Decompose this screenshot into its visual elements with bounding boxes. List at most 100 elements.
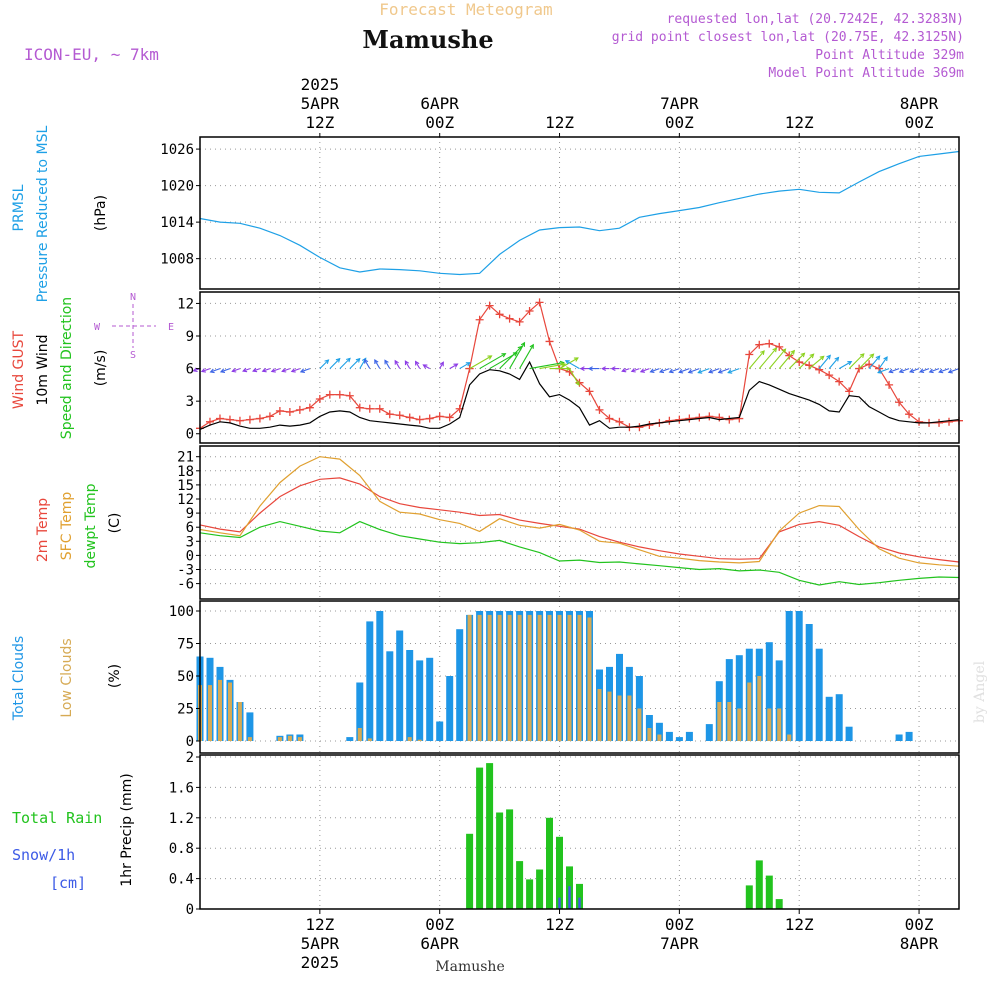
wind-arrow <box>631 368 640 372</box>
wind-arrow <box>242 368 251 372</box>
wind-arrow <box>201 368 211 373</box>
wind-arrowhead <box>610 366 616 371</box>
total-cloud-bar <box>356 682 364 741</box>
wind-arrowhead <box>658 368 665 374</box>
panel-frame <box>199 600 960 754</box>
wind-arrowhead <box>928 368 934 374</box>
wind-arrow <box>939 368 950 373</box>
panel-frame <box>199 136 960 290</box>
wind-arrowhead <box>639 368 645 373</box>
gust-marker <box>835 377 844 386</box>
low-cloud-bar <box>228 682 232 741</box>
bottom-time-label: 12Z <box>305 915 334 934</box>
wind-arrowhead <box>809 353 815 359</box>
gust-marker <box>505 314 514 323</box>
wind-arrow <box>877 368 890 374</box>
gust-marker <box>665 416 674 425</box>
wind-arrow <box>688 368 700 374</box>
wind-arrow <box>758 347 777 369</box>
wind-arrow <box>364 359 371 369</box>
gust-marker <box>425 414 434 423</box>
gust-marker <box>385 410 394 419</box>
wind-arrow <box>889 368 900 373</box>
y-tick-label: 18 <box>177 464 194 480</box>
gust-marker <box>395 411 404 420</box>
wind-arrowhead <box>560 362 567 368</box>
gust-marker <box>745 350 754 359</box>
wind-arrowhead <box>800 352 806 358</box>
panel-frames <box>199 136 960 910</box>
wind-arrow <box>519 344 534 369</box>
low-cloud-bar <box>527 614 532 741</box>
chart-marks <box>192 150 963 910</box>
total-cloud-bar <box>795 611 803 741</box>
low-cloud-bar <box>517 614 522 741</box>
gust-marker <box>355 403 364 412</box>
gust-marker <box>865 360 874 369</box>
cloud-panel-labels: Total Clouds Low Clouds (%) <box>11 636 123 721</box>
pressure-line <box>199 150 960 276</box>
snow-bar <box>568 886 571 909</box>
wind-arrow <box>650 368 660 373</box>
y-tick-label: 50 <box>177 669 194 685</box>
wind-arrow <box>394 360 401 369</box>
low-cloud-bar <box>577 614 582 741</box>
y-tick-label: 1020 <box>160 179 194 195</box>
total-cloud-bar <box>426 657 434 741</box>
total-cloud-bar <box>685 731 693 741</box>
cloud-unit-label: (%) <box>107 664 123 688</box>
wind-gust-label: Wind GUST <box>11 330 27 409</box>
wind-arrow <box>818 355 831 369</box>
total-cloud-bar <box>456 629 464 741</box>
gust-marker <box>445 413 454 422</box>
low-clouds-label: Low Clouds <box>59 638 75 717</box>
low-cloud-bar <box>467 614 472 741</box>
grid-point-coords: grid point closest lon,lat (20.75E, 42.3… <box>612 30 964 45</box>
gust-marker <box>715 413 724 422</box>
y-tick-label: 15 <box>177 478 194 494</box>
top-time-label: 6APR <box>420 94 459 113</box>
compass-s: S <box>130 350 136 361</box>
rain-bar <box>486 763 494 909</box>
wind-arrow <box>404 360 411 369</box>
total-cloud-bar <box>905 731 913 741</box>
wind-arrow <box>808 355 825 370</box>
y-tick-label: 0 <box>186 427 194 443</box>
low-cloud-bar <box>287 735 292 741</box>
gust-marker <box>815 365 824 374</box>
wind-arrow <box>669 368 680 373</box>
wind-arrow <box>220 368 231 373</box>
wind-arrowhead <box>324 359 330 364</box>
gust-marker <box>705 412 714 421</box>
temp-unit-label: (C) <box>107 513 123 534</box>
gust-marker <box>785 351 794 360</box>
low-cloud-bar <box>537 614 542 741</box>
top-time-label: 5APR <box>301 94 340 113</box>
wind-arrowhead <box>404 360 410 366</box>
wind-arrowhead <box>299 368 305 373</box>
gust-marker <box>525 307 534 316</box>
total-cloud-bar <box>246 712 254 741</box>
dewpt-temp-line <box>199 520 960 586</box>
low-cloud-bar <box>497 614 502 741</box>
wind-arrowhead <box>364 358 369 364</box>
total-cloud-bar <box>675 737 683 741</box>
low-cloud-bar <box>637 708 642 741</box>
gust-marker <box>375 404 384 413</box>
gust-marker <box>535 298 544 307</box>
top-time-label: 2025 <box>301 75 340 94</box>
wind-arrow <box>708 368 720 373</box>
wind-arrowhead <box>219 368 226 373</box>
wind-arrow <box>798 353 814 369</box>
wind-arrowhead <box>374 358 379 365</box>
low-cloud-bar <box>717 702 722 741</box>
wind-arrow <box>329 358 341 369</box>
low-cloud-bar <box>557 614 562 741</box>
dewpt-label: dewpt Temp <box>83 483 99 568</box>
wind-arrow <box>748 350 765 369</box>
gust-marker <box>235 416 244 425</box>
low-cloud-bar <box>477 614 482 741</box>
gust-marker <box>895 398 904 407</box>
low-cloud-bar <box>247 737 252 741</box>
y-tick-label: 9 <box>186 329 194 345</box>
